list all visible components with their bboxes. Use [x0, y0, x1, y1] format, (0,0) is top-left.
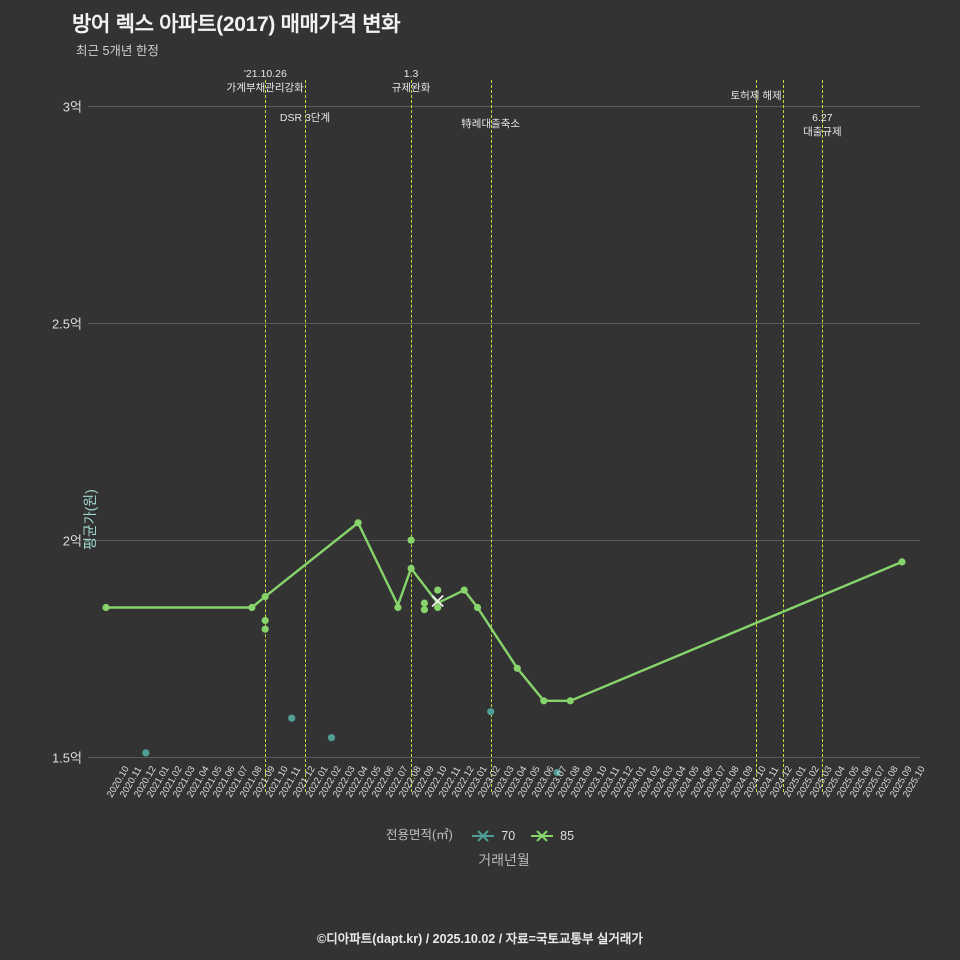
legend-items: 70 85	[456, 828, 574, 843]
legend-marker-icon	[531, 829, 554, 842]
event-vline	[782, 80, 784, 792]
data-point-85	[540, 697, 548, 705]
data-point-85	[261, 616, 269, 625]
footer-credit: ©디아파트(dapt.kr) / 2025.10.02 / 자료=국토교통부 실…	[317, 932, 643, 946]
plot-area: 1.5억 2억 2.5억 3억 ’21.10.26 가계부채관리강화 DSR 3단계 1.3…	[52, 68, 928, 868]
data-point-85	[354, 519, 362, 527]
x-axis-title: 거래년월	[478, 852, 530, 868]
data-point-70	[327, 734, 336, 742]
highlight-x-marker	[431, 594, 444, 608]
data-point-85	[394, 603, 402, 612]
event-vline	[265, 80, 267, 792]
data-point-85	[261, 625, 269, 633]
data-point-85	[261, 593, 269, 601]
event-label: 토허제 해제	[730, 90, 782, 102]
page-title: 방어 렉스 아파트(2017) 매매가격 변화	[72, 13, 401, 36]
event-vline	[822, 80, 824, 792]
y-tick-label: 1.5억	[51, 750, 82, 766]
gridline	[88, 323, 920, 325]
data-point-85	[898, 558, 906, 566]
data-point-85	[407, 564, 415, 572]
gridline	[88, 106, 920, 107]
y-tick-label: 3억	[62, 99, 82, 115]
data-point-85	[420, 599, 428, 607]
legend-label: 70	[501, 828, 516, 843]
data-point-70	[288, 714, 296, 722]
event-label: ’21.10.26 가계부채관리강화	[226, 68, 304, 94]
event-label: 6.27 대출규제	[803, 112, 842, 138]
legend-label: 85	[560, 828, 575, 843]
data-point-70	[487, 708, 495, 716]
legend-item-70[interactable]: 70	[470, 828, 515, 843]
data-point-85	[566, 697, 574, 705]
legend-item-85[interactable]: 85	[529, 828, 574, 843]
data-point-70	[142, 749, 150, 757]
legend: 전용면적(㎡) 70 85	[0, 824, 960, 843]
event-label: 特례대출축소	[461, 118, 521, 130]
event-vline	[411, 80, 413, 792]
data-point-70	[553, 768, 561, 777]
gridline	[88, 540, 920, 542]
event-label: 1.3 규제완화	[391, 68, 431, 94]
event-vline	[305, 80, 306, 792]
event-label: DSR 3단계	[279, 112, 331, 124]
page-subtitle: 최근 5개년 한정	[76, 44, 159, 58]
y-tick-label: 2억	[62, 533, 82, 549]
y-axis-title: 평균가(원)	[82, 489, 98, 550]
legend-marker-icon	[472, 829, 495, 842]
data-point-85	[460, 586, 468, 594]
data-point-85	[434, 586, 442, 594]
data-point-85	[473, 603, 482, 612]
data-point-85	[248, 603, 256, 612]
series-layer	[102, 519, 906, 777]
event-vline	[490, 80, 492, 792]
series-line-85	[106, 520, 903, 702]
data-point-85	[434, 603, 442, 612]
legend-title: 전용면적(㎡)	[385, 828, 453, 842]
event-vline	[756, 80, 758, 792]
data-point-85	[513, 664, 521, 672]
data-point-85	[102, 603, 110, 612]
gridline	[88, 757, 920, 759]
data-point-85	[420, 606, 428, 614]
y-tick-label: 2.5억	[51, 316, 82, 332]
data-point-85	[407, 536, 415, 544]
